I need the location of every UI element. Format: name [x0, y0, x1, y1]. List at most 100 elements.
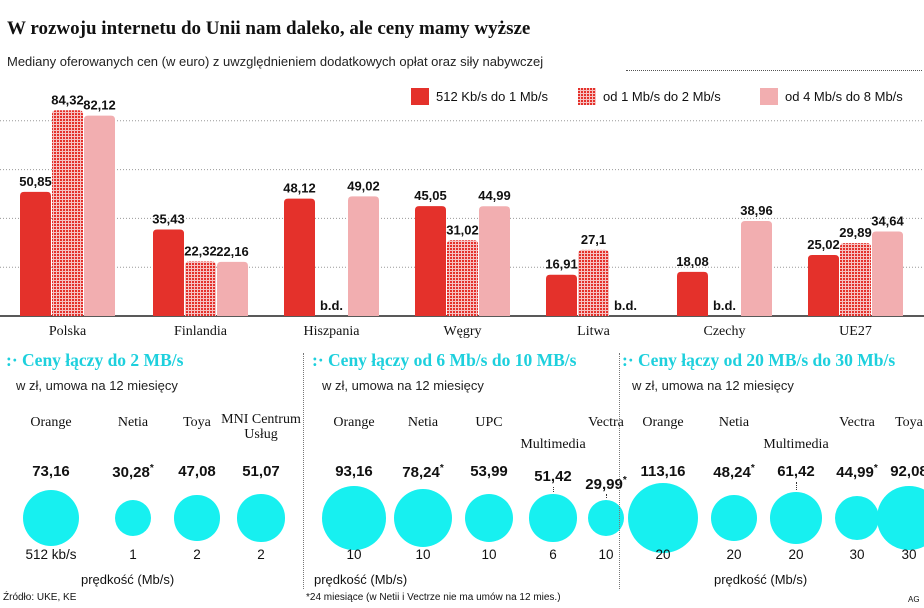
category-label: Węgry [443, 324, 481, 339]
bar-value-label: 84,32 [51, 92, 84, 107]
provider-name: Multimedia [763, 437, 829, 452]
speed-label: 2 [257, 547, 265, 562]
speed-label: 30 [849, 547, 865, 562]
price-bubble [877, 486, 924, 550]
provider-name: Multimedia [520, 437, 586, 452]
price-bubble [322, 486, 386, 550]
price-value: 61,42 [777, 463, 815, 480]
legend-swatch-dotted [578, 88, 596, 105]
panel-title: :· Ceny łączy od 6 Mb/s do 10 MB/s [312, 350, 577, 370]
bar-chart: 50,85 84,32 82,12 35,43 22,32 22,16 48,12 b.d. 4… [0, 92, 924, 339]
price-bubble [834, 495, 880, 541]
author-initials: AG [908, 595, 920, 604]
speed-axis-label: prędkość (Mb/s) [314, 572, 408, 587]
legend-label: 512 Kb/s do 1 Mb/s [436, 89, 549, 104]
legend-label: od 4 Mb/s do 8 Mb/s [785, 89, 903, 104]
bar-value-label: 49,02 [347, 178, 380, 193]
missing-data-label: b.d. [320, 298, 343, 313]
speed-label: 1 [129, 547, 137, 562]
bar-value-label: 18,08 [676, 254, 709, 269]
bar-value-label: 45,05 [414, 188, 447, 203]
speed-label: 10 [481, 547, 497, 562]
provider-name: Vectra [588, 415, 624, 430]
bar-value-label: 16,91 [545, 257, 578, 272]
bar [741, 220, 772, 316]
legend-swatch-pink [760, 88, 778, 105]
bar-value-label: 25,02 [807, 237, 840, 252]
category-label: Polska [49, 324, 87, 339]
bar [808, 254, 839, 316]
panel-divider [619, 353, 620, 589]
panel-20-30mb: :· Ceny łączy od 20 MB/s do 30 Mb/s w zł,… [622, 350, 924, 588]
speed-label: 10 [346, 547, 362, 562]
speed-axis-label: prędkość (Mb/s) [714, 572, 808, 587]
bar-value-label: 27,1 [581, 232, 606, 247]
bar-value-label: 35,43 [152, 212, 185, 227]
provider-name: UPC [475, 415, 503, 430]
bar [840, 243, 871, 316]
panel-subtitle: w zł, umowa na 12 miesięcy [16, 378, 178, 393]
bar [872, 231, 903, 316]
provider-name: Toya [895, 415, 923, 430]
price-value: 51,07 [242, 463, 280, 480]
price-value: 51,42 [534, 468, 572, 485]
provider-name: MNI Centrum Usług [221, 412, 301, 442]
provider-name: Netia [407, 415, 439, 430]
bar [20, 191, 51, 316]
bar [217, 261, 248, 316]
price-bubble [529, 494, 577, 542]
missing-data-label: b.d. [614, 298, 637, 313]
footnote-marker: * [439, 463, 444, 474]
bar [185, 261, 216, 316]
bar-value-label: 31,02 [446, 222, 479, 237]
footnote-marker: * [622, 475, 627, 486]
bar-value-label: 44,99 [478, 188, 511, 203]
panel-divider [303, 353, 304, 589]
footnote-marker: * [750, 463, 755, 474]
provider-name: Netia [718, 415, 750, 430]
legend-label: od 1 Mb/s do 2 Mb/s [603, 89, 721, 104]
bar-value-label: 22,16 [216, 244, 249, 259]
price-value: 78,24* [402, 463, 444, 481]
price-bubble [174, 495, 220, 541]
price-value: 73,16 [32, 463, 70, 480]
provider-name: Orange [642, 415, 684, 430]
leader-tick [553, 487, 554, 493]
source-note: Źródło: UKE, KE [3, 592, 77, 603]
price-value: 48,24* [713, 463, 755, 481]
bar [84, 115, 115, 316]
panel-title: :· Ceny łączy do 2 MB/s [6, 350, 184, 370]
price-value: 113,16 [640, 463, 686, 480]
bar [348, 196, 379, 316]
speed-label: 10 [415, 547, 431, 562]
footnote-marker: * [873, 463, 878, 474]
provider-name: Netia [117, 415, 149, 430]
bar [284, 198, 315, 316]
legend-item-512kb: 512 Kb/s do 1 Mb/s [411, 88, 548, 105]
leader-tick [606, 494, 607, 498]
bar [677, 271, 708, 316]
price-value: 44,99* [836, 463, 878, 481]
category-label: UE27 [839, 324, 872, 339]
speed-label: 20 [655, 547, 671, 562]
provider-name: Vectra [839, 415, 875, 430]
speed-label: 10 [598, 547, 614, 562]
bar-value-label: 48,12 [283, 181, 316, 196]
price-bubble [114, 499, 152, 537]
panel-subtitle: w zł, umowa na 12 miesięcy [322, 378, 484, 393]
provider-name: Orange [30, 415, 72, 430]
bar [153, 229, 184, 316]
leader-tick [796, 482, 797, 491]
subtitle-leader-line [626, 70, 922, 71]
bar [479, 206, 510, 316]
panel-6-10mb: :· Ceny łączy od 6 Mb/s do 10 MB/s w zł, … [312, 350, 627, 588]
price-bubble [587, 499, 624, 536]
price-value: 53,99 [470, 463, 508, 480]
bar-value-label: 34,64 [871, 213, 904, 228]
legend-item-4-8mb: od 4 Mb/s do 8 Mb/s [760, 88, 903, 105]
price-bubble [22, 489, 80, 547]
bar [546, 274, 577, 316]
speed-label: 20 [788, 547, 804, 562]
price-bubble [628, 483, 698, 553]
legend-swatch-red [411, 88, 429, 105]
